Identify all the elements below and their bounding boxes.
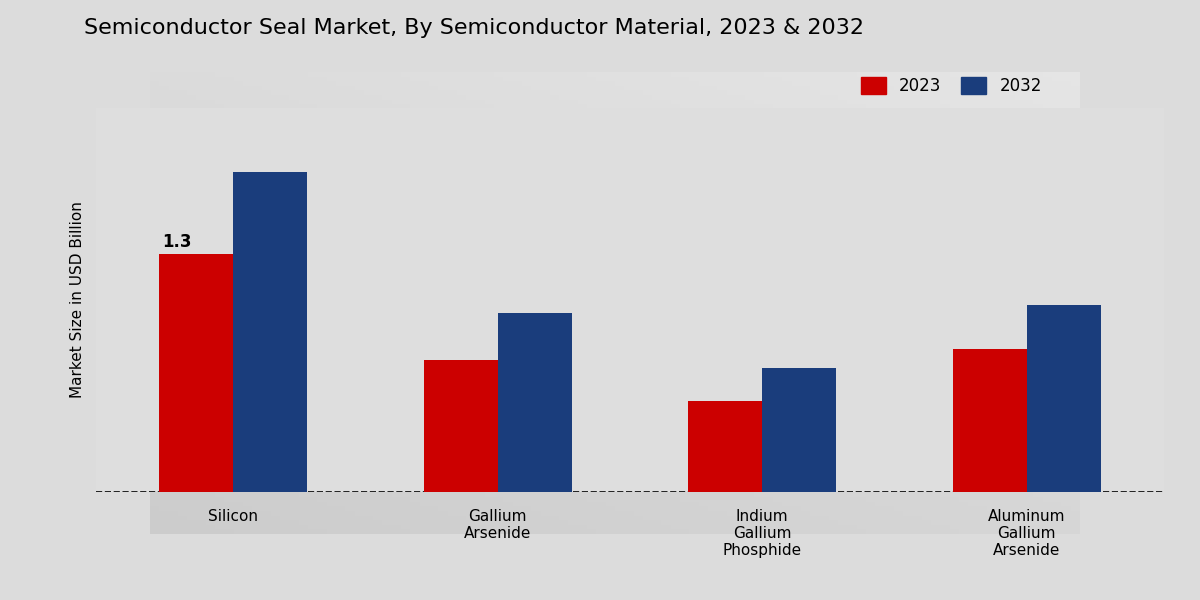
Bar — [498, 313, 572, 492]
Bar — [1026, 305, 1100, 492]
Bar — [953, 349, 1026, 492]
Bar — [234, 172, 307, 492]
Bar — [160, 254, 234, 492]
Text: 1.3: 1.3 — [162, 233, 192, 251]
Bar — [688, 401, 762, 492]
Text: Semiconductor Seal Market, By Semiconductor Material, 2023 & 2032: Semiconductor Seal Market, By Semiconduc… — [84, 18, 864, 38]
Y-axis label: Market Size in USD Billion: Market Size in USD Billion — [70, 202, 85, 398]
Bar — [424, 361, 498, 492]
Bar — [762, 368, 836, 492]
Legend: 2023, 2032: 2023, 2032 — [854, 70, 1049, 102]
